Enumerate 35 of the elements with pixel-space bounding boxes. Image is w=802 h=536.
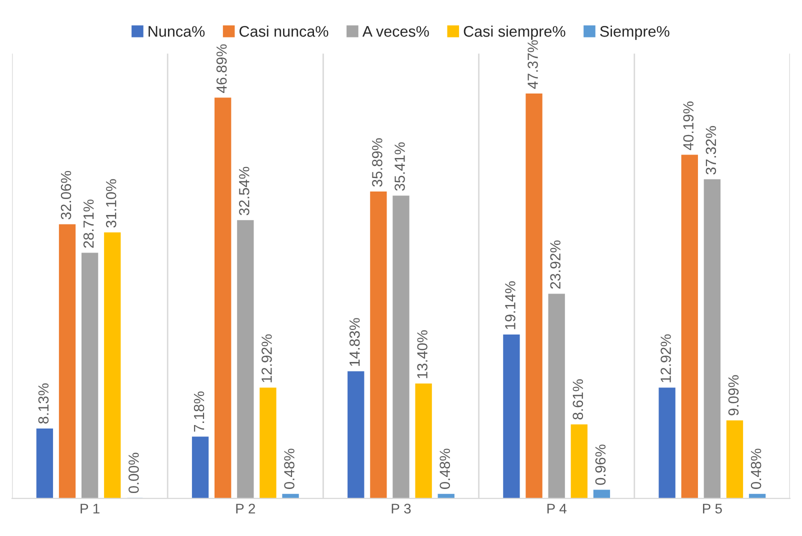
legend-label: Siempre% (600, 26, 670, 40)
data-label: 0.48% (440, 448, 450, 489)
data-label: 12.92% (262, 334, 272, 382)
legend-label: A veces% (362, 26, 429, 37)
data-label: 28.71% (83, 200, 94, 248)
data-label: 47.37% (528, 40, 538, 89)
x-tick-label: P 5 (703, 504, 722, 514)
data-label: 40.19% (683, 102, 694, 150)
legend-label: Nunca% (148, 26, 205, 37)
data-label: 8.61% (572, 379, 584, 420)
data-label: 32.06% (60, 170, 72, 220)
legend-label: Casi nunca% (240, 26, 328, 37)
data-label: 46.89% (216, 44, 227, 93)
data-label: 31.10% (106, 179, 116, 228)
data-label: 0.96% (595, 444, 606, 485)
x-tick-label: P 1 (80, 504, 100, 514)
data-label: 35.89% (372, 138, 382, 187)
data-label: 35.41% (394, 142, 405, 191)
data-label: 12.92% (660, 334, 671, 382)
data-label: 13.40% (417, 330, 428, 378)
x-tick-label: P 2 (236, 504, 256, 514)
legend-label: Casi siempre% (464, 26, 566, 40)
data-label: 32.54% (239, 166, 250, 216)
data-label: 23.92% (550, 240, 561, 289)
data-label: 0.48% (750, 448, 762, 489)
x-tick-label: P 4 (547, 504, 566, 514)
x-tick-label: P 3 (392, 504, 411, 514)
data-label: 7.18% (194, 391, 204, 432)
data-label: 14.83% (349, 318, 360, 366)
data-label: 9.09% (728, 375, 739, 416)
data-label: 19.14% (505, 281, 516, 330)
data-label: 0.48% (284, 448, 294, 489)
data-label: 0.00% (128, 452, 139, 494)
data-label: 37.32% (706, 126, 716, 174)
data-label: 8.13% (38, 383, 49, 424)
